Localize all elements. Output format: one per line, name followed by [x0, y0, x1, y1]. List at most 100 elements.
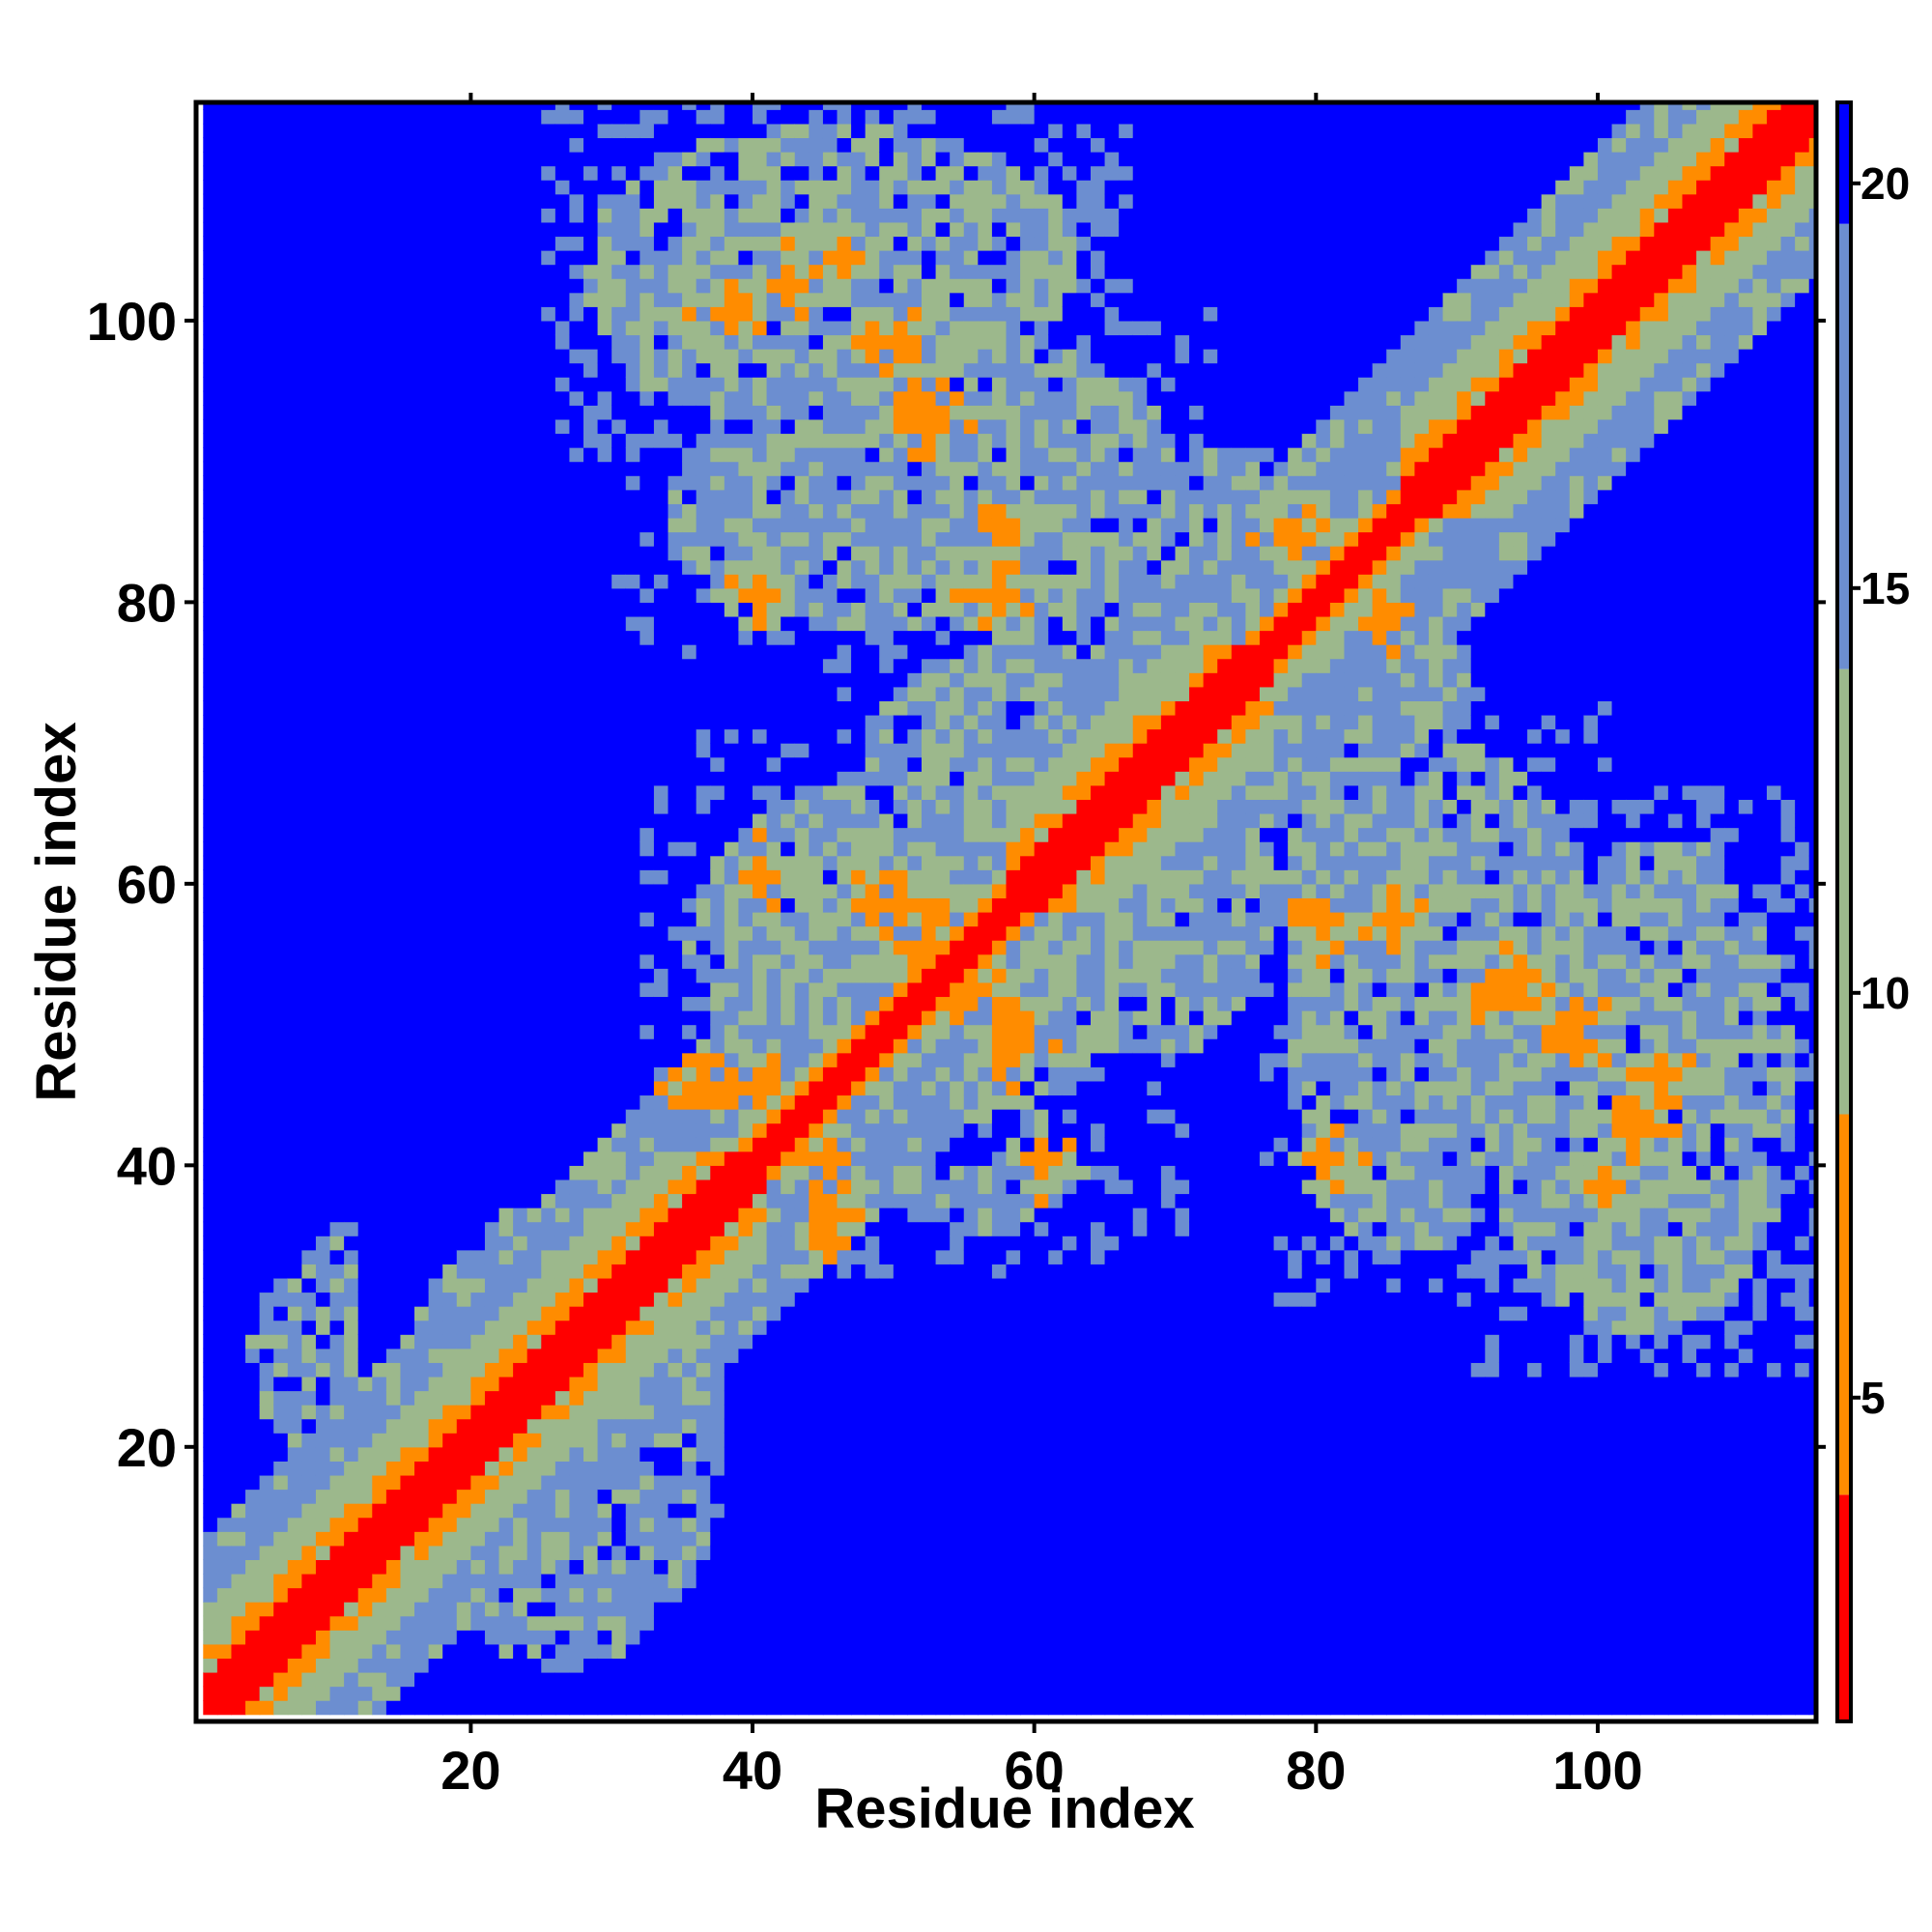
heatmap-cell [357, 1193, 373, 1208]
heatmap-cell [639, 1122, 655, 1138]
heatmap-cell [526, 658, 542, 673]
heatmap-cell [625, 743, 640, 758]
heatmap-cell [809, 1446, 824, 1462]
heatmap-cell [484, 1503, 500, 1519]
heatmap-cell [385, 714, 402, 730]
heatmap-cell [315, 306, 331, 322]
heatmap-cell [245, 250, 261, 266]
heatmap-cell [344, 1643, 359, 1660]
heatmap-cell [456, 1320, 471, 1335]
heatmap-cell [766, 1221, 781, 1236]
heatmap-cell [329, 1122, 345, 1138]
heatmap-cell [484, 152, 500, 167]
heatmap-cell [597, 320, 612, 336]
heatmap-cell [513, 1122, 528, 1138]
heatmap-cell [357, 102, 373, 110]
heatmap-cell [597, 1376, 612, 1392]
heatmap-cell [428, 180, 443, 195]
heatmap-cell [710, 686, 725, 701]
heatmap-cell [597, 1236, 612, 1251]
heatmap-cell [668, 996, 683, 1011]
heatmap-cell [357, 1165, 373, 1180]
heatmap-cell [753, 771, 768, 786]
heatmap-cell [372, 1573, 387, 1589]
heatmap-cell [203, 546, 218, 561]
heatmap-cell [372, 1489, 387, 1504]
heatmap-cell [329, 236, 345, 251]
heatmap-cell [245, 306, 261, 322]
heatmap-cell [611, 574, 627, 589]
heatmap-cell [569, 221, 584, 238]
heatmap-cell [696, 714, 711, 730]
heatmap-cell [738, 799, 753, 814]
heatmap-cell [738, 165, 753, 181]
heatmap-cell [287, 1446, 302, 1462]
heatmap-cell [329, 574, 345, 589]
heatmap-cell [738, 1024, 753, 1039]
heatmap-cell [484, 349, 500, 364]
heatmap-cell [245, 1066, 261, 1082]
heatmap-cell [794, 1587, 810, 1603]
heatmap-cell [456, 869, 471, 885]
heatmap-cell [541, 1052, 556, 1067]
heatmap-cell [216, 264, 233, 279]
heatmap-cell [639, 503, 655, 519]
heatmap-cell [357, 1264, 373, 1279]
heatmap-cell [231, 489, 246, 504]
heatmap-cell [329, 1109, 345, 1124]
heatmap-cell [625, 278, 640, 294]
heatmap-cell [428, 981, 443, 998]
heatmap-cell [414, 728, 430, 744]
heatmap-cell [273, 1109, 289, 1124]
heatmap-cell [385, 1658, 402, 1673]
heatmap-cell [329, 587, 345, 603]
heatmap-cell [400, 714, 415, 730]
heatmap-cell [301, 686, 317, 701]
heatmap-cell [273, 278, 289, 294]
heatmap-cell [301, 968, 317, 983]
heatmap-cell [385, 1376, 402, 1392]
heatmap-cell [668, 250, 683, 266]
heatmap-cell [344, 799, 359, 814]
heatmap-cell [653, 180, 669, 195]
heatmap-cell [753, 1052, 768, 1067]
heatmap-cell [428, 447, 443, 463]
heatmap-cell [639, 292, 655, 307]
heatmap-cell [357, 686, 373, 701]
heatmap-cell [315, 193, 331, 209]
heatmap-cell [554, 1405, 571, 1420]
heatmap-cell [456, 827, 471, 842]
heatmap-cell [724, 559, 740, 575]
heatmap-cell [794, 812, 810, 829]
heatmap-cell [583, 630, 599, 645]
heatmap-cell [710, 1517, 725, 1532]
heatmap-cell [554, 180, 571, 195]
heatmap-cell [554, 102, 571, 110]
heatmap-cell [414, 1052, 430, 1067]
heatmap-cell [301, 102, 317, 110]
heatmap-cell [456, 1264, 471, 1279]
heatmap-cell [400, 208, 415, 223]
heatmap-cell [245, 137, 261, 153]
heatmap-cell [470, 517, 486, 533]
heatmap-cell [696, 1052, 711, 1067]
heatmap-cell [344, 1193, 359, 1208]
heatmap-cell [513, 771, 528, 786]
heatmap-cell [724, 1094, 740, 1110]
heatmap-cell [372, 940, 387, 955]
heatmap-cell [259, 278, 274, 294]
heatmap-cell [794, 869, 810, 885]
heatmap-cell [710, 1390, 725, 1406]
heatmap-cell [753, 1390, 768, 1406]
heatmap-cell [315, 250, 331, 266]
heatmap-cell [329, 1264, 345, 1279]
heatmap-cell [513, 1249, 528, 1264]
heatmap-cell [372, 996, 387, 1011]
heatmap-cell [428, 1052, 443, 1067]
heatmap-cell [710, 292, 725, 307]
heatmap-cell [794, 475, 810, 491]
heatmap-cell [231, 1137, 246, 1152]
heatmap-cell [315, 925, 331, 941]
heatmap-cell [357, 996, 373, 1011]
heatmap-cell [753, 1292, 768, 1307]
